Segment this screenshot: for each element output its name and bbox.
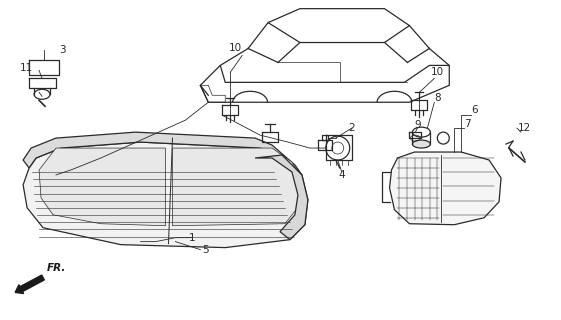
Text: 7: 7	[464, 119, 471, 129]
Polygon shape	[23, 142, 308, 248]
Text: 9: 9	[414, 120, 421, 130]
Text: 6: 6	[471, 105, 477, 115]
Text: 12: 12	[517, 123, 531, 133]
Ellipse shape	[412, 140, 430, 148]
FancyArrow shape	[15, 275, 44, 293]
Text: 1: 1	[189, 233, 196, 243]
Polygon shape	[389, 152, 501, 225]
Text: 2: 2	[348, 123, 355, 133]
Text: 3: 3	[59, 45, 66, 55]
Polygon shape	[39, 148, 165, 226]
Polygon shape	[255, 155, 308, 240]
Text: FR.: FR.	[47, 262, 66, 273]
Text: 10: 10	[229, 44, 242, 53]
Text: 11: 11	[20, 63, 33, 73]
Text: 8: 8	[434, 93, 440, 103]
Polygon shape	[172, 148, 302, 226]
Text: 10: 10	[431, 68, 444, 77]
Text: 4: 4	[338, 170, 345, 180]
Text: 5: 5	[202, 244, 209, 255]
Polygon shape	[23, 132, 302, 175]
